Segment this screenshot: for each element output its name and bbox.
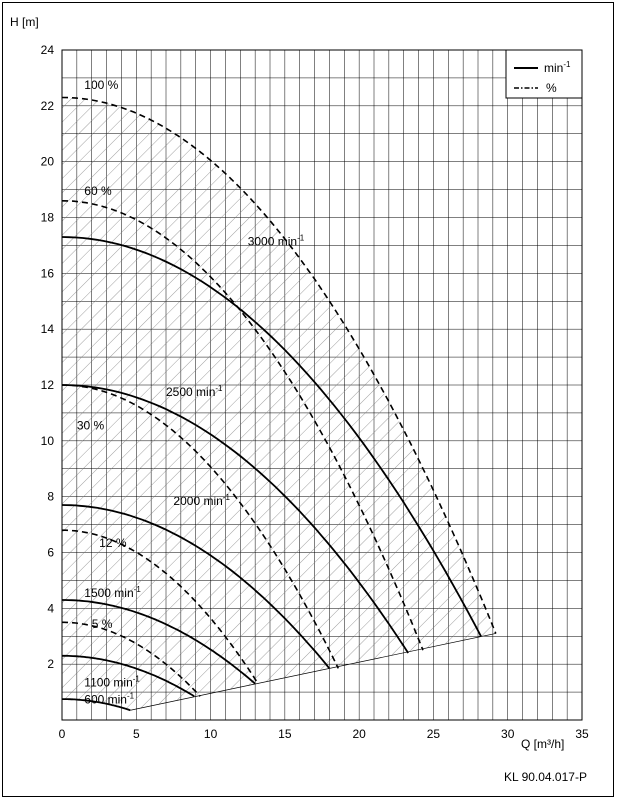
speed-curve [62, 236, 482, 637]
y-tick-label: 18 [41, 211, 55, 225]
y-tick-label: 24 [41, 43, 55, 57]
y-tick-label: 20 [41, 155, 55, 169]
y-tick-label: 8 [47, 490, 54, 504]
percent-curve-label: 5 % [92, 617, 113, 631]
reference-code: KL 90.04.017-P [504, 770, 587, 784]
percent-curve [62, 529, 259, 685]
speed-curve-label: 1500 min-1 [84, 585, 141, 600]
percent-curve [62, 384, 340, 669]
legend-label-percent: % [546, 81, 557, 95]
plot-border [61, 49, 583, 721]
x-tick-label: 35 [575, 727, 589, 741]
x-tick-label: 30 [501, 727, 515, 741]
legend: min-1 % [505, 49, 583, 99]
speed-curve-label: 3000 min-1 [248, 233, 305, 248]
y-tick-label: 16 [41, 266, 55, 280]
speed-curve [62, 599, 256, 685]
x-tick-label: 25 [427, 727, 441, 741]
speed-curve [62, 654, 195, 698]
y-tick-label: 6 [47, 546, 54, 560]
percent-curve-label: 60 % [84, 184, 112, 198]
y-tick-label: 22 [41, 99, 55, 113]
y-tick-label: 2 [47, 657, 54, 671]
curve-labels: 3000 min-1 2500 min-1 2000 min-1 1500 min-1… [77, 78, 305, 706]
percent-curve [62, 621, 201, 697]
x-tick-label: 10 [204, 727, 218, 741]
speed-curve-label: 600 min-1 [84, 691, 134, 706]
percent-curve [62, 200, 424, 651]
x-axis-label: Q [m³/h] [521, 737, 564, 751]
speed-curve [62, 698, 131, 712]
x-tick-label: 15 [278, 727, 292, 741]
speed-curve [62, 384, 409, 654]
y-tick-label: 14 [41, 322, 55, 336]
speed-curve-label: 1100 min-1 [84, 675, 140, 690]
y-tick-label: 4 [47, 601, 54, 615]
y-tick-label: 12 [41, 378, 55, 392]
y-axis-label: H [m] [10, 15, 39, 29]
x-tick-label: 20 [352, 727, 366, 741]
speed-curve [62, 504, 331, 669]
percent-curve [62, 96, 497, 634]
curves [62, 96, 497, 712]
y-tick-label: 10 [41, 434, 55, 448]
operating-range-area [62, 97, 496, 711]
legend-label-speed: min-1 [544, 60, 571, 75]
min-flow-boundary [130, 633, 496, 711]
speed-curve-label: 2000 min-1 [173, 493, 230, 508]
speed-curve-label: 2500 min-1 [166, 384, 223, 399]
operating-range-hatch [62, 97, 496, 711]
percent-curve-label: 30 % [77, 419, 105, 433]
percent-curve-label: 100 % [84, 78, 118, 92]
legend-box [505, 49, 583, 99]
percent-curve-label: 12 % [99, 536, 127, 550]
x-tick-label: 0 [59, 727, 66, 741]
x-tick-label: 5 [133, 727, 140, 741]
